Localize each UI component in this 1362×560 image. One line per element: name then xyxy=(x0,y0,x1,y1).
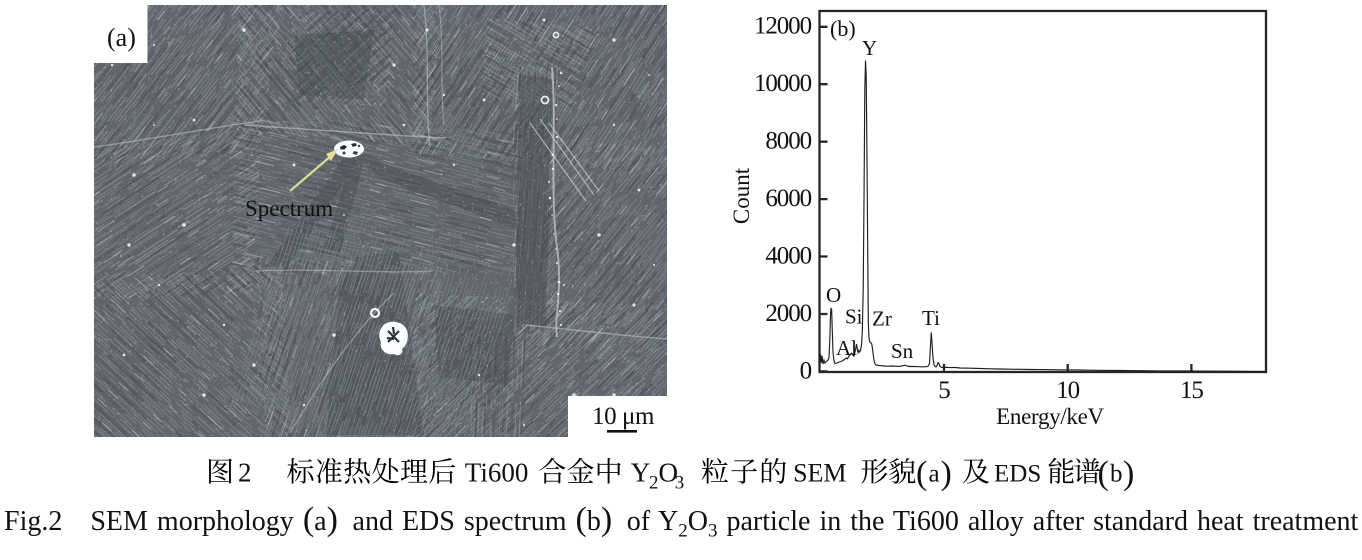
svg-text:(: ( xyxy=(916,455,927,492)
svg-text:a: a xyxy=(929,461,940,488)
svg-text:): ) xyxy=(941,455,952,492)
svg-text:8000: 8000 xyxy=(765,128,811,155)
svg-text:Si: Si xyxy=(845,305,863,329)
svg-text:Energy/keV: Energy/keV xyxy=(996,404,1104,429)
svg-text:2000: 2000 xyxy=(765,300,811,327)
svg-text:EDS: EDS xyxy=(994,461,1041,488)
svg-text:Y: Y xyxy=(631,458,651,488)
svg-text:): ) xyxy=(1123,455,1134,492)
svg-text:Zr: Zr xyxy=(872,307,892,331)
svg-text:0: 0 xyxy=(800,357,812,384)
svg-text:Ti600: Ti600 xyxy=(465,458,529,488)
svg-text:Sn: Sn xyxy=(891,339,914,363)
svg-text:6000: 6000 xyxy=(765,185,811,212)
svg-text:10 μm: 10 μm xyxy=(592,403,655,430)
svg-text:b: b xyxy=(1110,461,1123,488)
svg-text:(a): (a) xyxy=(107,23,136,52)
svg-text:12000: 12000 xyxy=(754,13,812,40)
svg-text:10: 10 xyxy=(1056,377,1079,404)
svg-text:2: 2 xyxy=(238,458,252,488)
svg-text:10000: 10000 xyxy=(754,70,812,97)
svg-text:3: 3 xyxy=(675,473,685,494)
svg-text:Spectrum: Spectrum xyxy=(245,196,333,221)
svg-text:Ti: Ti xyxy=(922,306,940,330)
svg-text:15: 15 xyxy=(1180,377,1203,404)
svg-text:Y: Y xyxy=(862,36,877,60)
svg-text:(: ( xyxy=(1098,455,1109,492)
svg-text:(b): (b) xyxy=(830,16,856,41)
svg-text:2: 2 xyxy=(649,473,659,494)
svg-text:O: O xyxy=(826,283,841,307)
svg-text:Count: Count xyxy=(729,167,754,224)
svg-text:5: 5 xyxy=(938,377,950,404)
svg-text:4000: 4000 xyxy=(765,242,811,269)
svg-text:SEM: SEM xyxy=(793,459,846,488)
svg-text:O: O xyxy=(659,458,679,488)
